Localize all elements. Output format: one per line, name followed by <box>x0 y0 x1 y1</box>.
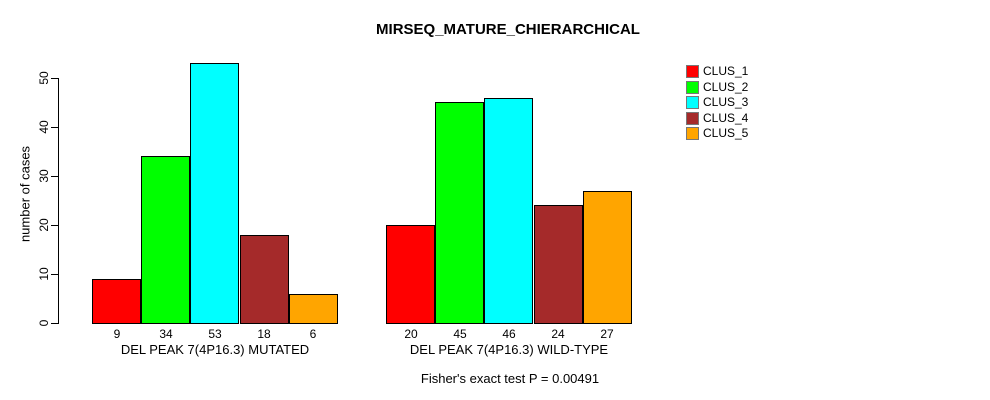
bar-value-label: 9 <box>113 327 121 341</box>
bar-clus_4 <box>240 235 289 324</box>
group-label: DEL PEAK 7(4P16.3) WILD-TYPE <box>409 342 609 357</box>
bar-clus_4 <box>534 205 583 324</box>
legend-swatch-clus_2 <box>686 80 699 94</box>
bar-clus_3 <box>484 98 533 324</box>
legend-label: CLUS_4 <box>703 110 749 125</box>
bar-clus_2 <box>435 102 484 324</box>
bar-clus_2 <box>141 156 190 324</box>
bar-value-label: 34 <box>159 327 173 341</box>
y-tick-mark <box>51 176 59 177</box>
y-tick-label: 0 <box>37 319 51 327</box>
group-label: DEL PEAK 7(4P16.3) MUTATED <box>120 342 310 357</box>
y-axis-title: number of cases <box>17 145 33 243</box>
chart-title: MIRSEQ_MATURE_CHIERARCHICAL <box>376 21 640 38</box>
y-tick-mark <box>51 323 59 324</box>
bar-value-label: 53 <box>208 327 222 341</box>
y-tick-mark <box>51 127 59 128</box>
bar-value-label: 24 <box>551 327 565 341</box>
y-axis-line <box>58 78 59 324</box>
legend-swatch-clus_3 <box>686 96 699 109</box>
y-tick-label: 10 <box>37 267 51 281</box>
bar-clus_1 <box>92 279 141 324</box>
bar-value-label: 6 <box>309 327 317 341</box>
bar-clus_5 <box>289 294 338 324</box>
bar-value-label: 27 <box>600 327 614 341</box>
legend-item-clus_3: CLUS_3 <box>686 96 786 109</box>
legend-item-clus_5: CLUS_5 <box>686 127 786 140</box>
y-tick-label: 40 <box>37 120 51 134</box>
bar-value-label: 18 <box>257 327 271 341</box>
legend-swatch-clus_4 <box>686 111 699 125</box>
y-tick-mark <box>51 274 59 275</box>
bar-value-label: 46 <box>502 327 516 341</box>
y-tick-label: 20 <box>37 218 51 232</box>
legend-item-clus_2: CLUS_2 <box>686 79 786 94</box>
legend-swatch-clus_1 <box>686 65 699 78</box>
legend-label: CLUS_5 <box>703 126 749 140</box>
legend-item-clus_1: CLUS_1 <box>686 65 786 78</box>
bar-value-label: 45 <box>453 327 467 341</box>
fisher-test-annotation: Fisher's exact test P = 0.00491 <box>420 371 600 386</box>
legend-label: CLUS_3 <box>703 95 749 109</box>
legend-label: CLUS_1 <box>703 64 749 78</box>
legend-item-clus_4: CLUS_4 <box>686 110 786 125</box>
bar-clus_1 <box>386 225 435 324</box>
bar-clus_3 <box>190 63 239 324</box>
bar-clus_5 <box>583 191 632 324</box>
y-tick-label: 50 <box>37 71 51 85</box>
legend-swatch-clus_5 <box>686 127 699 140</box>
legend-label: CLUS_2 <box>703 79 749 94</box>
y-tick-label: 30 <box>37 169 51 183</box>
y-tick-mark <box>51 78 59 79</box>
y-tick-mark <box>51 225 59 226</box>
bar-value-label: 20 <box>404 327 418 341</box>
